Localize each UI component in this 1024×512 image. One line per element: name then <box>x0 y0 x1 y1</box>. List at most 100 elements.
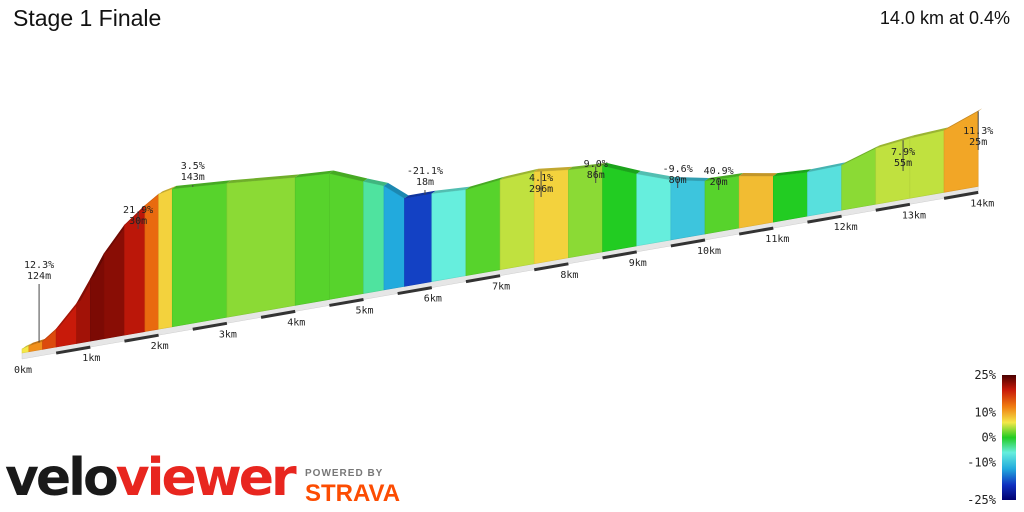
profile-segment-top <box>383 182 409 199</box>
distance-tick-label: 5km <box>356 306 374 317</box>
profile-segment <box>363 181 385 294</box>
profile-segment <box>465 179 501 277</box>
distance-scale-bar <box>260 309 296 319</box>
profile-segment-top <box>172 180 231 189</box>
distance-scale-bar <box>533 262 569 272</box>
profile-segment <box>171 182 228 328</box>
profile-segment <box>602 165 637 253</box>
scale-tick-label: -25% <box>967 493 997 507</box>
profile-segment-top <box>158 185 177 195</box>
scale-tick-label: 25% <box>974 368 996 382</box>
distance-scale-bar <box>465 274 501 284</box>
scale-tick-label: 0% <box>982 431 997 445</box>
profile-segment-top <box>602 162 641 174</box>
profile-segment-top <box>841 145 880 166</box>
distance-tick-label: 13km <box>902 210 926 221</box>
profile-segment <box>636 173 672 247</box>
distance-tick-label: 4km <box>287 317 305 328</box>
powered-by-label: POWERED BY <box>305 468 384 479</box>
annotation-gradient: 9.0% <box>584 159 608 170</box>
annotation-length: 143m <box>181 172 205 183</box>
annotation-length: 20m <box>710 177 728 188</box>
distance-scale-bar <box>602 250 637 260</box>
profile-segment-top <box>807 162 846 173</box>
powered-by-strava[interactable]: POWERED BY STRAVA <box>305 468 400 508</box>
profile-segment-top <box>363 178 388 186</box>
route-summary: 14.0 km at 0.4% <box>879 8 1010 28</box>
annotation-gradient: 11.3% <box>963 126 993 137</box>
profile-segment-top <box>144 191 163 206</box>
distance-scale-bar <box>943 190 979 200</box>
annotation-length: 296m <box>529 184 553 195</box>
profile-segment <box>158 188 173 330</box>
profile-segment-top <box>295 170 334 178</box>
veloviewer-logo[interactable]: veloviewer <box>5 452 297 504</box>
profile-segment <box>909 129 945 199</box>
distance-scale-bar <box>807 214 842 224</box>
distance-tick-label: 1km <box>82 353 100 364</box>
distance-scale-bar <box>670 238 706 248</box>
profile-segment <box>226 177 296 318</box>
distance-scale-bar <box>329 298 364 307</box>
distance-scale-bar <box>397 286 433 296</box>
profile-segment <box>42 328 57 350</box>
profile-segment-top <box>739 173 778 177</box>
profile-segment <box>431 189 467 282</box>
profile-segment-top <box>124 202 149 226</box>
annotation-gradient: 12.3% <box>24 260 54 271</box>
annotation-length: 55m <box>894 158 912 169</box>
annotation-gradient: -21.1% <box>407 166 443 177</box>
page-title: Stage 1 Finale <box>13 5 162 31</box>
distance-scale-bar <box>875 202 911 212</box>
distance-scale-bar <box>124 333 159 343</box>
profile-segment-top <box>56 300 81 330</box>
profile-segment <box>670 179 706 241</box>
distance-tick-label: 11km <box>765 234 789 245</box>
profile-segment-top <box>226 174 300 184</box>
annotation-length: 25m <box>969 137 987 148</box>
profile-segment <box>329 173 364 300</box>
profile-segment-top <box>568 162 607 170</box>
distance-tick-label: 0km <box>14 365 32 376</box>
distance-tick-label: 8km <box>560 270 578 281</box>
annotation-length: 124m <box>27 271 51 282</box>
profile-segment-top <box>404 190 436 199</box>
profile-segment-top <box>431 186 470 194</box>
profile-segment <box>738 175 774 229</box>
profile-segment-top <box>22 342 33 349</box>
scale-tick-label: 10% <box>974 406 996 420</box>
distance-tick-label: 6km <box>424 294 442 305</box>
profile-segment-top <box>944 108 983 131</box>
strava-logo: STRAVA <box>305 480 401 507</box>
annotation-length: 80m <box>669 175 687 186</box>
profile-segment <box>76 277 91 344</box>
profile-segment <box>383 185 405 291</box>
profile-segment <box>807 164 842 217</box>
distance-scale-bar <box>192 321 228 331</box>
profile-segment-top <box>500 168 539 180</box>
distance-scale-bar <box>55 345 91 355</box>
annotation-length: 30m <box>129 216 147 227</box>
distance-tick-label: 2km <box>151 341 169 352</box>
logo-viewer: viewer <box>115 448 297 508</box>
scale-tick-label: -10% <box>967 456 997 470</box>
annotation-length: 86m <box>587 170 605 181</box>
profile-segment-top <box>534 166 573 172</box>
profile-segment-top <box>28 338 47 346</box>
annotation-length: 18m <box>416 177 434 188</box>
distance-tick-label: 10km <box>697 246 721 257</box>
profile-segment-top <box>90 250 108 280</box>
profile-segment-top <box>103 222 129 254</box>
distance-tick-label: 3km <box>219 329 237 340</box>
annotation-gradient: 40.9% <box>704 166 734 177</box>
profile-segment-top <box>636 170 675 180</box>
annotation-gradient: -9.6% <box>663 164 693 175</box>
profile-segment <box>943 110 979 193</box>
profile-segment <box>841 147 877 211</box>
profile-segment <box>404 193 433 287</box>
annotation-gradient: 7.9% <box>891 147 915 158</box>
profile-segment-top <box>76 276 95 304</box>
profile-segment-top <box>329 170 368 182</box>
distance-tick-label: 14km <box>970 198 994 209</box>
